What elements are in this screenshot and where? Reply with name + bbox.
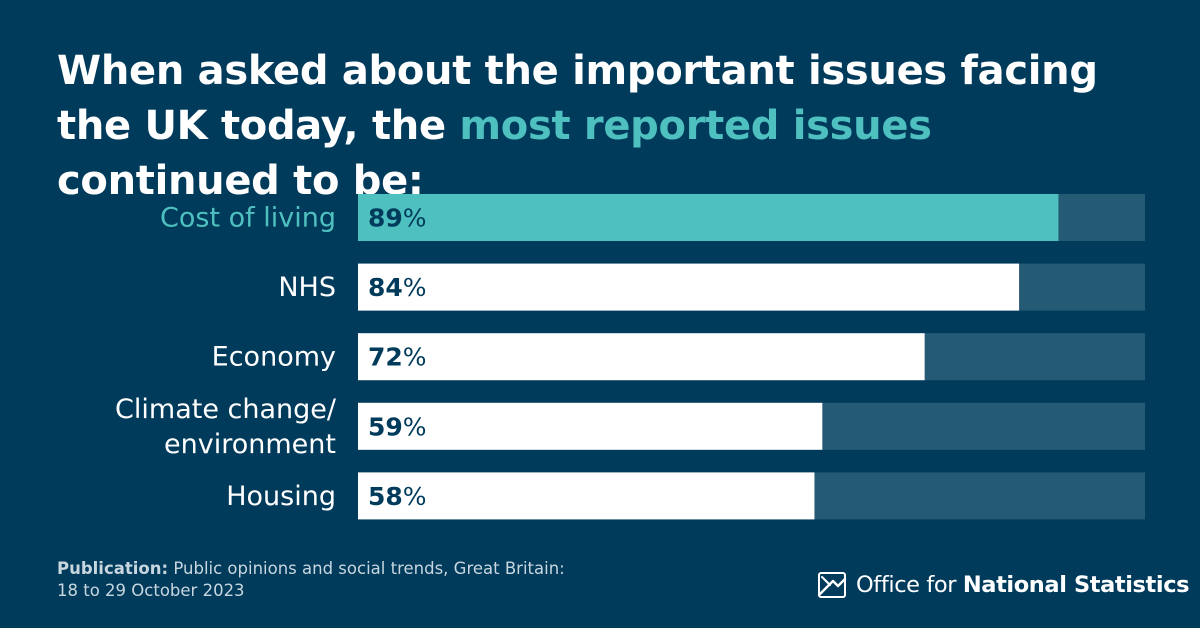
publication-line-1: Publication: Public opinions and social …	[57, 558, 565, 580]
category-label: Economy	[212, 342, 336, 373]
title-highlight: most reported issues	[459, 103, 932, 149]
category-label-line: NHS	[278, 272, 336, 303]
value-number: 59	[368, 412, 403, 441]
value-label: 72%	[368, 343, 427, 372]
value-number: 84	[368, 273, 403, 302]
bar-climate-change-environment	[358, 402, 823, 450]
value-label: 59%	[368, 412, 427, 441]
category-label-line: Climate change/	[115, 394, 337, 425]
value-suffix: %	[403, 482, 427, 511]
value-suffix: %	[403, 273, 427, 302]
bar-economy	[358, 333, 925, 381]
ons-name-light: Office for	[856, 572, 963, 598]
ons-logo-text: Office for National Statistics	[856, 572, 1190, 598]
category-label: NHS	[278, 272, 336, 303]
ons-logo-icon	[817, 572, 847, 598]
category-label: Climate change/environment	[115, 394, 337, 460]
value-number: 72	[368, 343, 403, 372]
ons-name-bold: National Statistics	[962, 572, 1190, 598]
publication-label: Publication:	[57, 559, 169, 578]
category-label: Housing	[226, 481, 336, 512]
category-label-line: Housing	[226, 481, 336, 512]
category-label-line: Economy	[212, 342, 336, 373]
value-label: 84%	[368, 273, 427, 302]
category-label-line: environment	[164, 429, 336, 460]
value-suffix: %	[403, 412, 427, 441]
value-label: 89%	[368, 204, 427, 233]
value-number: 58	[368, 482, 403, 511]
category-label-line: Cost of living	[160, 203, 336, 234]
bar-housing	[358, 472, 815, 520]
value-suffix: %	[403, 204, 427, 233]
value-number: 89	[368, 204, 403, 233]
chart-title: When asked about the important issues fa…	[57, 44, 1167, 209]
category-label: Cost of living	[160, 203, 336, 234]
value-suffix: %	[403, 343, 427, 372]
publication-text: Public opinions and social trends, Great…	[168, 559, 565, 578]
bar-nhs	[358, 263, 1020, 311]
value-label: 58%	[368, 482, 427, 511]
title-part1: When asked about the important issues fa…	[57, 48, 1098, 149]
publication-footer: Publication: Public opinions and social …	[57, 558, 565, 602]
bar-cost-of-living	[358, 194, 1059, 241]
ons-logo: Office for National Statistics	[816, 569, 1190, 601]
publication-date: 18 to 29 October 2023	[57, 581, 245, 600]
